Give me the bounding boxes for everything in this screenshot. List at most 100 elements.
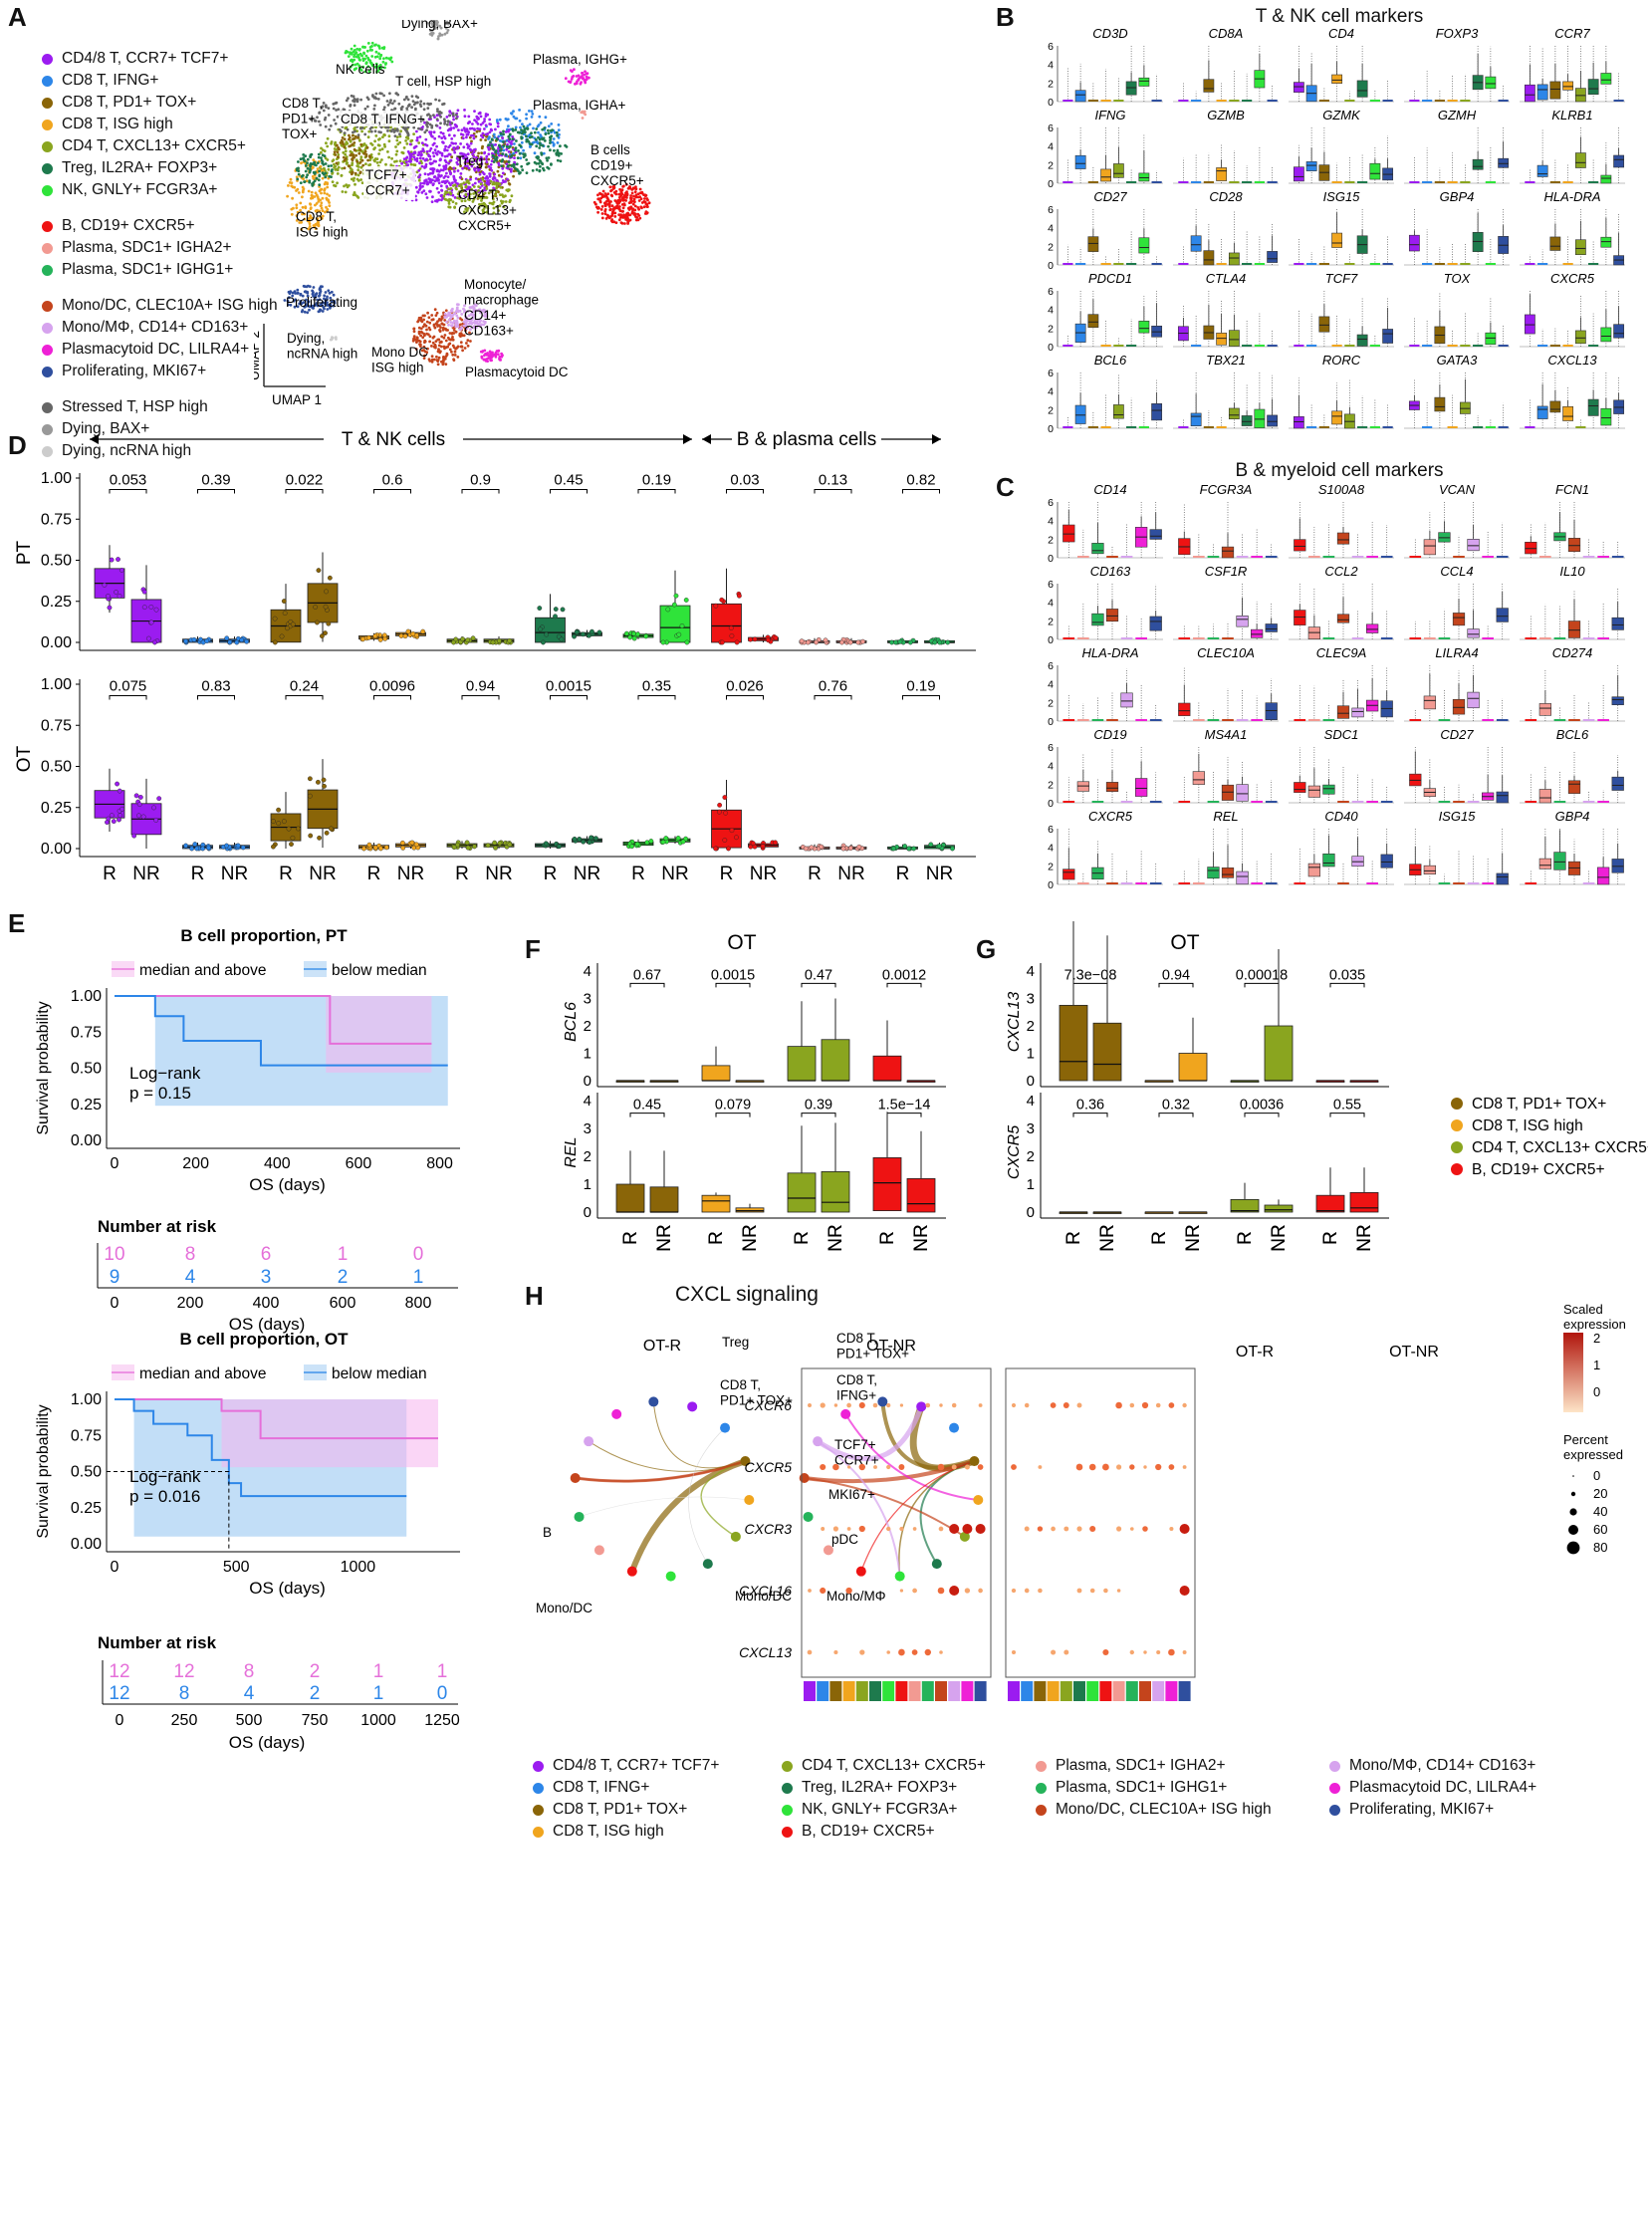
umap-point xyxy=(599,208,603,211)
box xyxy=(1549,400,1561,413)
box xyxy=(1369,162,1381,180)
box xyxy=(1597,801,1609,803)
box xyxy=(1120,637,1133,639)
marker-cell-HLA-DRA: HLA-DRA xyxy=(1520,189,1625,266)
umap-point xyxy=(483,196,487,199)
umap-point xyxy=(493,135,497,139)
legend-swatch xyxy=(42,445,53,457)
umap-point xyxy=(455,187,458,191)
arrowhead xyxy=(683,434,692,444)
umap-point xyxy=(344,190,348,194)
umap-point xyxy=(541,136,545,140)
box-mark xyxy=(1447,75,1458,102)
umap-point xyxy=(529,142,532,145)
box xyxy=(1422,345,1433,347)
box-mark xyxy=(1178,776,1191,803)
umap-label-cd8_pd1: CD8 T, PD1+ TOX+ xyxy=(282,96,323,141)
umap-point xyxy=(302,177,306,181)
umap-point xyxy=(416,101,419,105)
gene-label: CCR7 xyxy=(1554,26,1590,41)
umap-point xyxy=(531,168,535,172)
umap-point xyxy=(472,155,476,158)
umap-point xyxy=(614,189,618,193)
umap-point xyxy=(491,182,495,186)
box xyxy=(1447,263,1458,265)
box xyxy=(1062,801,1075,803)
prop-box xyxy=(94,545,125,614)
umap-point xyxy=(303,212,307,216)
box xyxy=(1322,853,1335,867)
umap-point xyxy=(624,195,628,199)
box-mark xyxy=(1380,666,1393,721)
umap-point xyxy=(479,115,483,119)
box xyxy=(1538,789,1551,804)
box xyxy=(1106,556,1118,558)
umap-point xyxy=(317,155,321,159)
umap-point xyxy=(312,158,316,162)
umap-point xyxy=(542,166,545,170)
box xyxy=(1087,314,1099,329)
box xyxy=(1178,702,1191,716)
umap-point xyxy=(473,168,477,172)
umap-point xyxy=(373,159,376,163)
umap-point xyxy=(488,118,492,122)
umap-point xyxy=(352,155,355,159)
umap-point xyxy=(423,334,426,338)
umap-point xyxy=(344,157,348,160)
umap-point xyxy=(322,102,326,105)
box-mark xyxy=(1369,146,1381,183)
legend-swatch xyxy=(42,344,53,356)
marker-cell-FCN1: FCN1 xyxy=(1520,482,1625,559)
umap-point xyxy=(312,176,316,180)
umap-point xyxy=(460,128,464,131)
umap-point xyxy=(497,153,501,157)
umap-point xyxy=(341,136,345,139)
umap-point xyxy=(404,139,407,142)
umap-point xyxy=(319,124,323,126)
umap-point xyxy=(300,220,303,224)
gene-label: CTLA4 xyxy=(1206,271,1246,286)
box-mark xyxy=(1203,223,1215,266)
box xyxy=(1251,556,1263,558)
umap-point xyxy=(449,187,453,190)
box xyxy=(1369,345,1380,347)
umap-point xyxy=(596,197,600,201)
umap-point xyxy=(488,130,492,134)
y-tick: 4 xyxy=(1048,843,1054,855)
umap-point xyxy=(546,158,549,162)
umap-point xyxy=(328,127,332,131)
box xyxy=(1062,263,1073,265)
box-mark xyxy=(1597,603,1609,639)
umap-point xyxy=(467,181,471,185)
box xyxy=(1265,702,1278,720)
umap-point xyxy=(530,110,534,113)
umap-point xyxy=(573,68,576,72)
box-mark xyxy=(1549,372,1561,428)
umap-point xyxy=(608,185,612,189)
umap-point xyxy=(482,207,486,210)
box-mark xyxy=(1293,46,1304,102)
box xyxy=(1467,882,1480,884)
umap-point xyxy=(445,320,448,324)
umap-point xyxy=(434,345,437,348)
umap-point xyxy=(417,168,421,172)
box xyxy=(1203,426,1214,428)
umap-point xyxy=(453,312,457,316)
umap-point xyxy=(349,59,353,63)
umap-point xyxy=(337,155,340,159)
umap-point xyxy=(618,195,621,199)
umap-point xyxy=(512,151,516,155)
umap-point xyxy=(489,179,493,183)
box xyxy=(1331,410,1343,425)
box-mark xyxy=(1382,135,1394,183)
umap-point xyxy=(412,335,416,338)
umap-point xyxy=(487,191,491,195)
umap-point xyxy=(417,175,421,179)
box-mark xyxy=(1267,374,1279,428)
umap-point xyxy=(308,217,311,220)
umap-point xyxy=(634,185,637,189)
box-mark xyxy=(1496,584,1509,639)
umap-point xyxy=(422,349,426,352)
umap-point xyxy=(507,188,510,191)
box-mark xyxy=(1525,709,1537,721)
